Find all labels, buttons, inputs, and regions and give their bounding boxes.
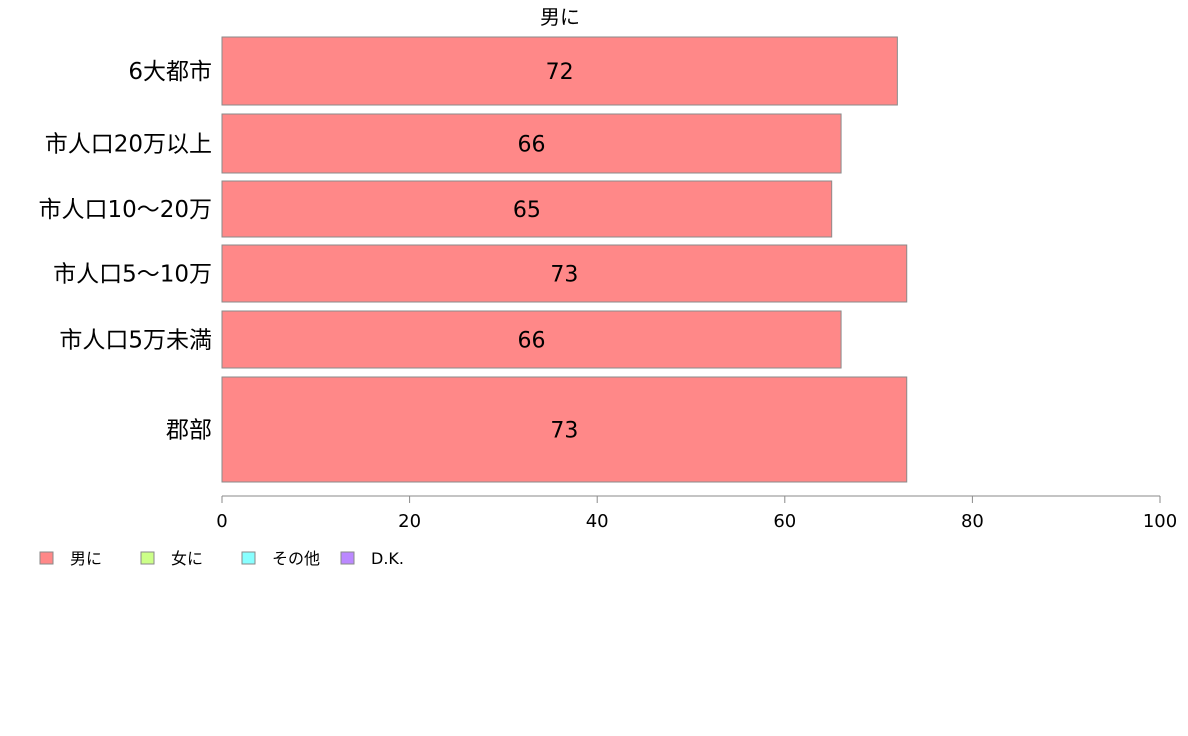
bars	[221, 36, 908, 483]
category-label: 市人口10〜20万	[38, 197, 212, 223]
legend-label: その他	[272, 549, 320, 568]
x-tick-label: 20	[398, 511, 421, 532]
data-label: 65	[513, 198, 541, 223]
legend-swatch	[39, 551, 54, 565]
legend-swatch	[340, 551, 355, 565]
bar	[221, 310, 842, 369]
data-label: 73	[550, 263, 578, 288]
legend-label: 男に	[70, 549, 102, 568]
x-axis: 0 20 40 60 80 100	[216, 495, 1177, 532]
bar	[221, 36, 898, 106]
x-tick-label: 0	[216, 511, 227, 532]
x-tick-label: 40	[586, 511, 609, 532]
legend-label: D.K.	[371, 549, 404, 568]
x-tick-label: 80	[961, 511, 984, 532]
category-label: 市人口5〜10万	[53, 262, 212, 288]
legend: 男に 女に その他 D.K.	[39, 549, 404, 568]
category-label: 市人口5万未満	[59, 328, 212, 354]
data-label: 66	[518, 329, 546, 354]
legend-swatch	[241, 551, 256, 565]
legend-label: 女に	[171, 549, 203, 568]
data-label: 72	[546, 60, 574, 85]
category-label: 6大都市	[128, 59, 212, 85]
category-label: 郡部	[166, 418, 212, 444]
category-label: 市人口20万以上	[45, 132, 212, 158]
chart-title: 男に	[540, 5, 580, 29]
x-tick-label: 60	[773, 511, 796, 532]
legend-swatch	[140, 551, 155, 565]
bar	[221, 376, 908, 483]
bar	[221, 244, 908, 303]
bar	[221, 113, 842, 174]
x-tick-label: 100	[1143, 511, 1177, 532]
value-labels: 72 66 65 73 66 73	[513, 60, 579, 444]
bar	[221, 180, 833, 238]
data-label: 66	[518, 133, 546, 158]
data-label: 73	[550, 419, 578, 444]
